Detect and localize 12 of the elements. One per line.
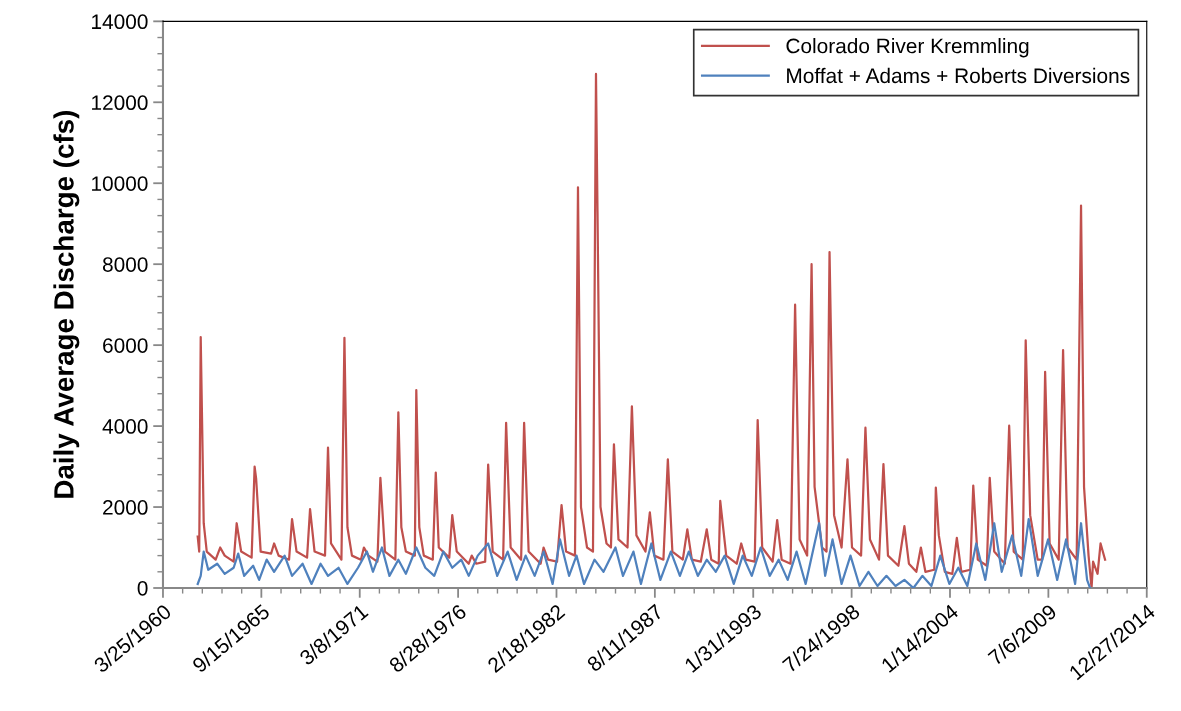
y-tick-label: 10000	[92, 176, 148, 191]
y-tick-label: 6000	[103, 338, 148, 353]
y-tick-label: 14000	[92, 14, 148, 30]
line-series	[196, 518, 1092, 588]
y-tick-label: 0	[137, 581, 148, 596]
y-tick-label: 8000	[102, 257, 148, 272]
y-tick-label: 2000	[103, 500, 148, 515]
legend-label: Moffat + Adams + Roberts Diversions	[787, 67, 1130, 84]
y-tick-label: 12000	[92, 95, 148, 111]
y-tick-label: 4000	[102, 419, 148, 434]
y-axis-title: Daily Average Discharge (cfs)	[53, 111, 80, 498]
legend-label: Colorado River Kremmling	[786, 38, 1029, 58]
